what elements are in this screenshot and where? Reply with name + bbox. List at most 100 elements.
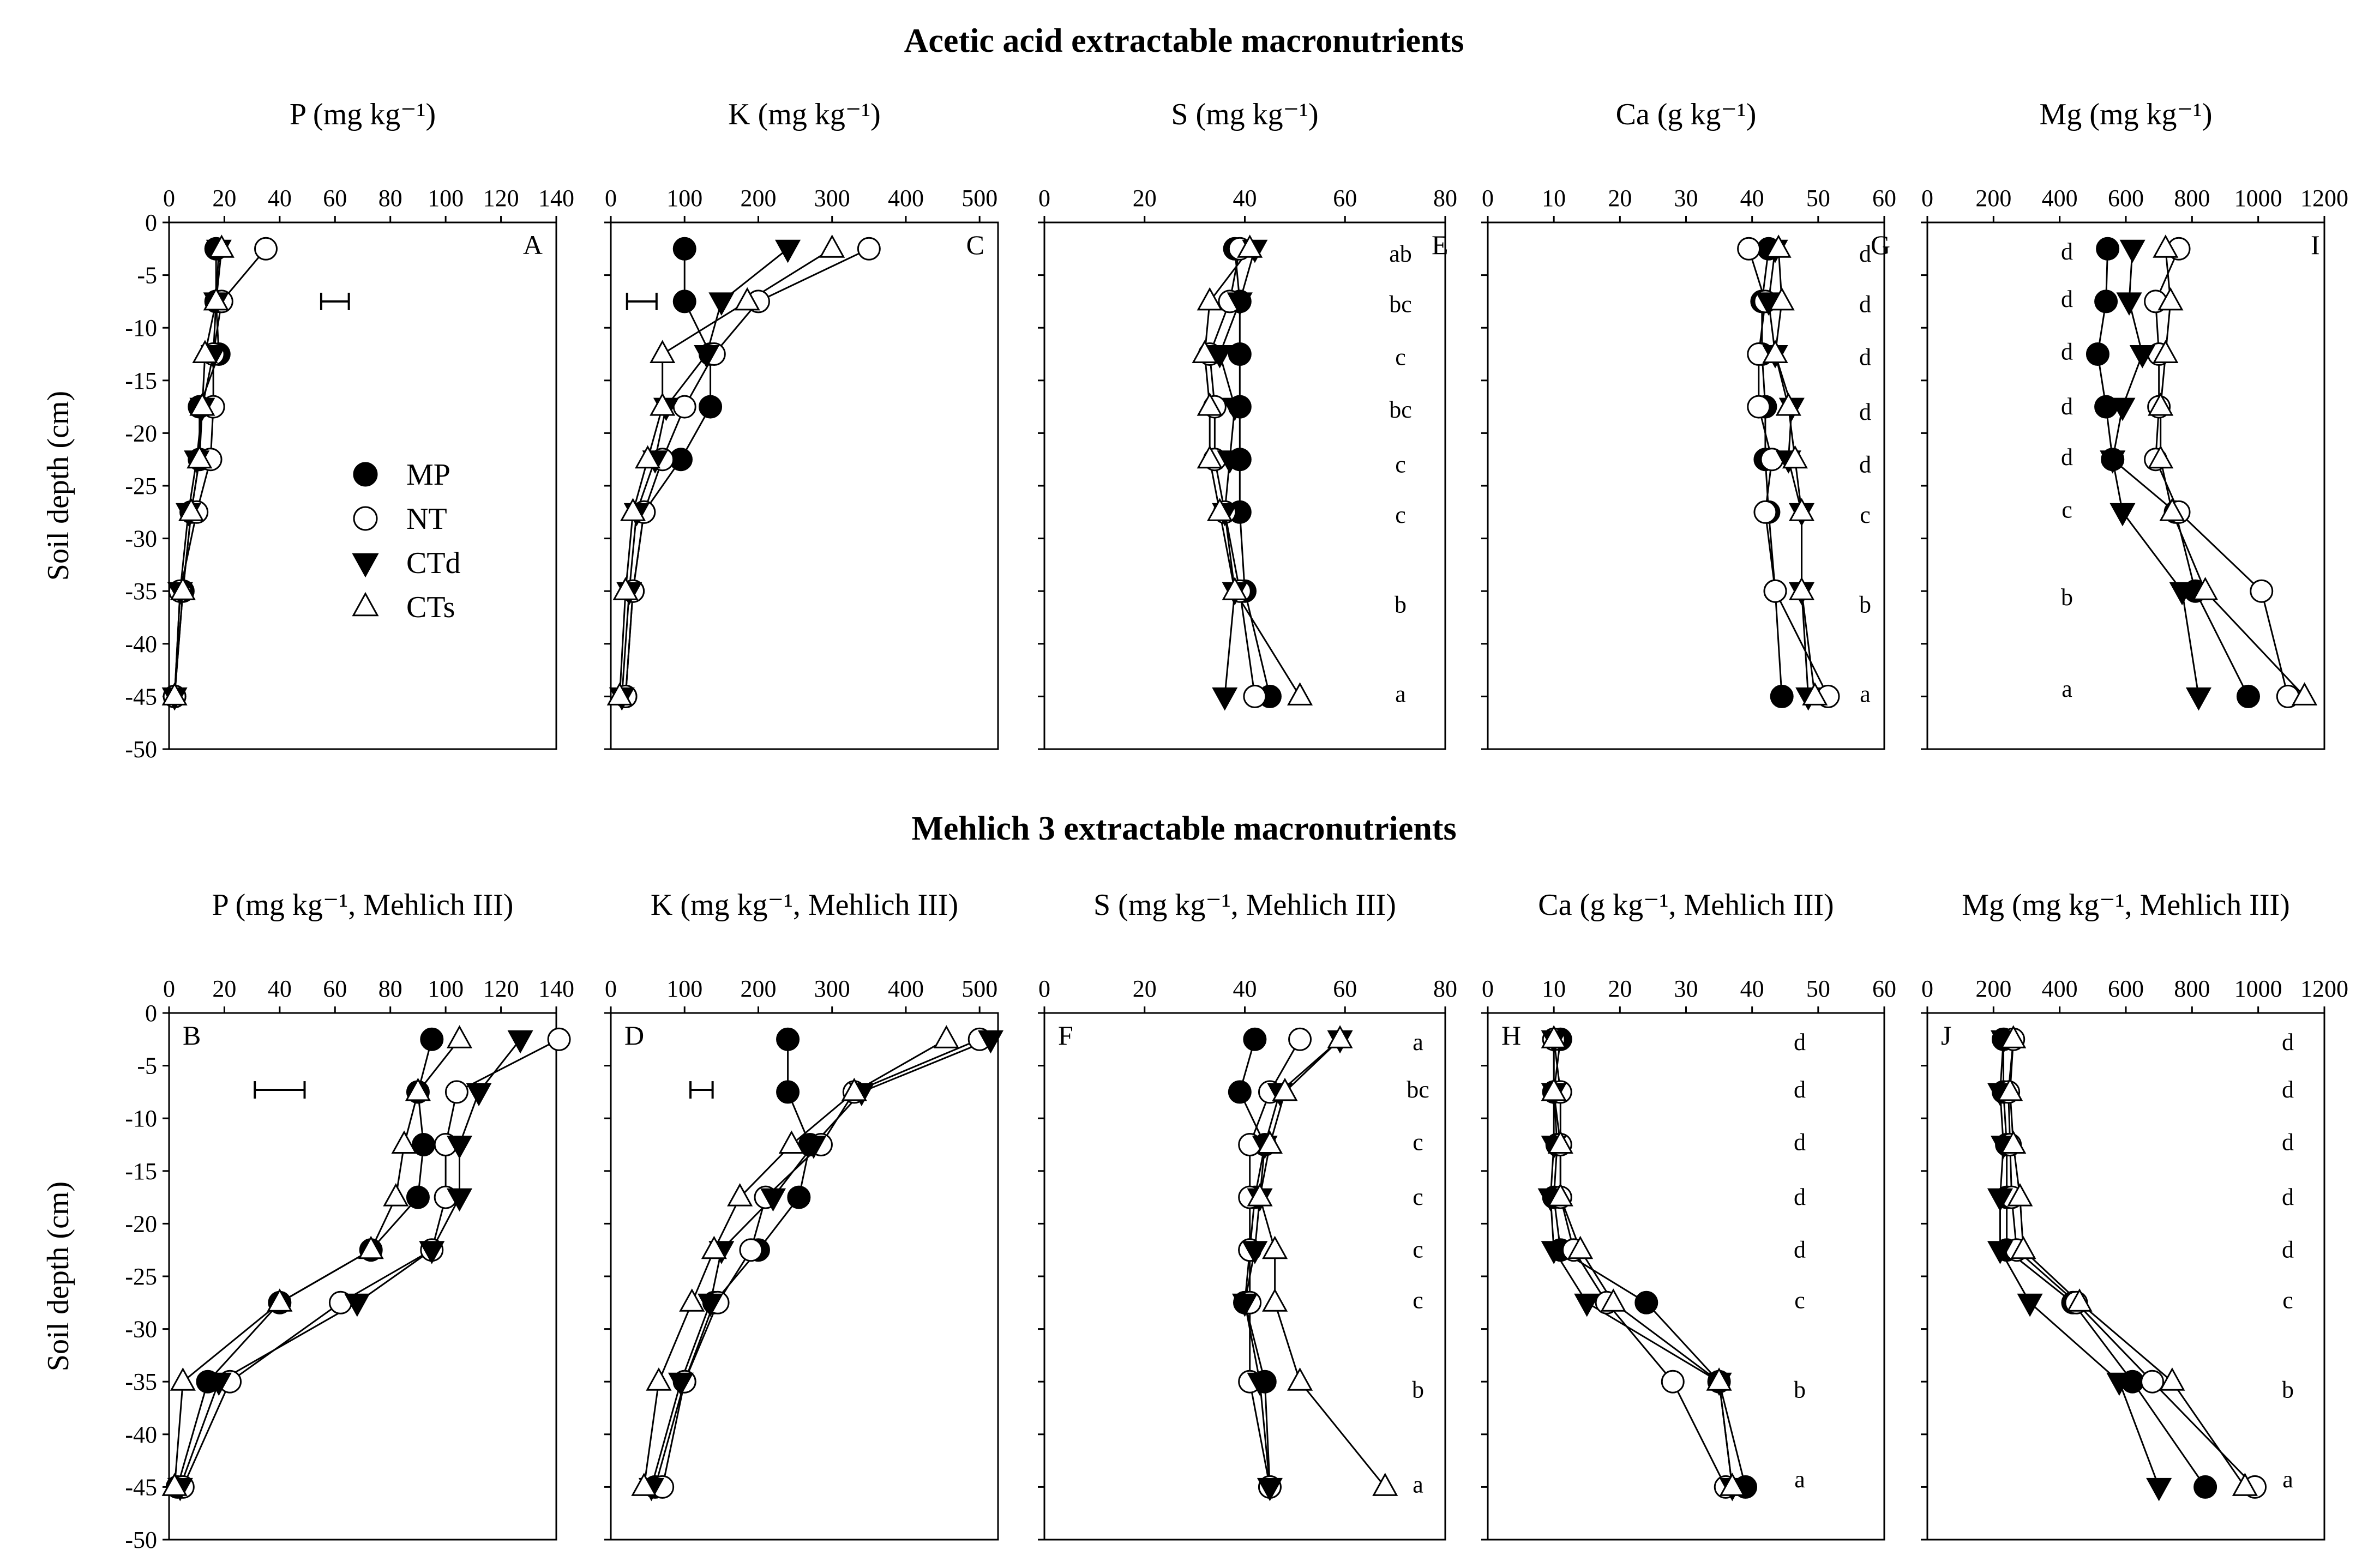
point-CTs <box>358 1235 384 1259</box>
point-CTd <box>698 1293 724 1317</box>
point-CTs <box>2010 1235 2036 1259</box>
point-CTd <box>2146 1477 2172 1501</box>
point-CTd <box>1257 1477 1283 1501</box>
series-line-CTs <box>643 1038 947 1487</box>
point-CTs <box>1222 577 1248 600</box>
panel-C: K (mg kg⁻¹) 0 100 200 300 400 500 C <box>604 98 999 750</box>
point-MP <box>2193 1475 2217 1499</box>
significance-letter: c <box>1413 1287 1423 1313</box>
significance-letter: c <box>1413 1129 1423 1156</box>
point-CTs <box>1207 498 1233 521</box>
series-line-MP <box>2096 249 2249 697</box>
series-line-NT <box>2008 1039 2256 1488</box>
significance-letter: ab <box>1389 240 1412 267</box>
point-CTs <box>446 1025 473 1048</box>
x-tick-label: 0 <box>605 185 617 212</box>
point-CTs <box>701 1235 727 1259</box>
series-line-MP <box>176 1039 433 1487</box>
point-CTs <box>1769 287 1795 311</box>
significance-letter: c <box>1395 451 1406 478</box>
y-axis-label: Soil depth (cm) <box>41 391 75 581</box>
y-tick-label: -35 <box>125 1368 157 1395</box>
x-tick-label: 30 <box>1674 975 1698 1002</box>
significance-letter: c <box>1860 502 1871 528</box>
x-tick-label: 10 <box>1542 975 1566 1002</box>
point-CTs <box>383 1183 409 1207</box>
point-CTd <box>2109 397 2136 421</box>
x-tick-label: 30 <box>1674 185 1698 212</box>
y-tick-label: -50 <box>125 736 157 763</box>
section-title-mehlich: Mehlich 3 extractable macronutrients <box>911 810 1456 847</box>
panel-frame <box>610 1012 999 1541</box>
series-line-NT <box>662 1038 980 1487</box>
legend-item-NT: NT <box>353 502 447 536</box>
point-CTs <box>1541 1077 1567 1101</box>
point-NT <box>1753 500 1777 524</box>
significance-letter: d <box>2061 286 2073 312</box>
point-CTd <box>1227 292 1253 316</box>
x-tick-label: 800 <box>2174 975 2210 1002</box>
y-tick-label: -25 <box>125 473 157 499</box>
x-tick-label: 200 <box>740 975 776 1002</box>
point-NT <box>1737 237 1761 261</box>
point-CTs <box>1257 1130 1283 1154</box>
point-CTs <box>1272 1077 1298 1101</box>
x-tick-label: 200 <box>1975 975 2011 1002</box>
y-tick-label: -50 <box>125 1527 157 1553</box>
x-tick-label: 60 <box>323 185 347 212</box>
panels-group: P (mg kg⁻¹)0 20 40 60 80 100 120 1400-5-10-15-2… <box>41 98 2348 1553</box>
x-tick-label: 400 <box>888 185 924 212</box>
y-tick-label: -45 <box>125 1474 157 1500</box>
x-tick-label: 800 <box>2174 185 2210 212</box>
point-CTd <box>507 1030 533 1054</box>
panel-F: S (mg kg⁻¹, Mehlich III)0 20 40 60 80F abcccc… <box>1038 888 1457 1541</box>
point-CTs <box>1600 1288 1626 1312</box>
panel-frame <box>610 221 999 750</box>
x-tick-label: 20 <box>212 975 236 1002</box>
significance-letter: b <box>1794 1377 1806 1403</box>
series-line-CTs <box>618 248 833 697</box>
panel-title: Ca (g kg⁻¹) <box>1616 98 1757 131</box>
point-MP <box>406 1185 430 1209</box>
y-tick-label: -40 <box>125 1421 157 1448</box>
significance-letter: b <box>2282 1377 2294 1403</box>
x-tick-label: 1000 <box>2234 975 2282 1002</box>
legend-marker-NT <box>353 506 378 531</box>
point-MP <box>672 290 696 313</box>
point-CTs <box>1547 1183 1573 1207</box>
x-tick-label: 100 <box>428 185 464 212</box>
x-tick-label: 40 <box>1740 185 1764 212</box>
x-tick-label: 400 <box>2042 975 2078 1002</box>
point-MP <box>1634 1290 1658 1314</box>
significance-letter: d <box>2282 1076 2294 1103</box>
x-tick-label: 40 <box>1233 975 1257 1002</box>
point-CTd <box>1247 1372 1273 1396</box>
panel-title: K (mg kg⁻¹, Mehlich III) <box>651 888 958 922</box>
y-tick-label: -5 <box>137 262 157 289</box>
series-line-CTd <box>621 248 789 697</box>
significance-letter: b <box>1412 1377 1424 1403</box>
point-CTs <box>2292 682 2318 705</box>
point-NT <box>1661 1370 1685 1394</box>
point-CTs <box>2159 498 2185 521</box>
panel-title: Ca (g kg⁻¹, Mehlich III) <box>1538 888 1834 922</box>
y-tick-label: 0 <box>145 209 157 236</box>
significance-letter: bc <box>1389 291 1412 318</box>
panel-title: Mg (mg kg⁻¹) <box>2040 98 2213 131</box>
point-MP <box>420 1027 444 1051</box>
point-CTs <box>2000 1130 2027 1154</box>
legend-marker-CTd <box>352 553 379 578</box>
significance-letter: d <box>1859 399 1871 425</box>
x-tick-label: 100 <box>428 975 464 1002</box>
legend-item-CTs: CTs <box>352 590 455 624</box>
significance-letter: d <box>1794 1076 1806 1103</box>
panel-letter: I <box>2311 230 2320 260</box>
point-CTs <box>650 340 676 363</box>
panel-H: Ca (g kg⁻¹, Mehlich III)0 10 20 30 40 50 60H dd… <box>1481 888 1896 1541</box>
point-CTd <box>1222 397 1248 421</box>
significance-letter: a <box>1860 681 1871 708</box>
y-tick-label: -20 <box>125 420 157 447</box>
point-CTd <box>2109 503 2136 527</box>
y-tick-label: 0 <box>145 1000 157 1027</box>
